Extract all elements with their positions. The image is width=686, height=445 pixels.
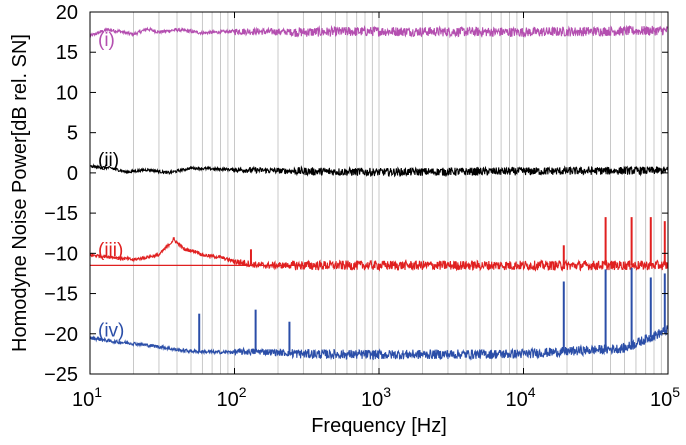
x-tick-labels: 101 102 103 104 105 xyxy=(72,384,680,411)
y-tick-label: −15 xyxy=(44,203,78,225)
series-label: (ii) xyxy=(98,150,119,171)
y-tick-label: −25 xyxy=(44,364,78,386)
x-tick-label: 101 xyxy=(72,384,102,411)
x-axis-label: Frequency [Hz] xyxy=(311,415,447,437)
y-tick-label: 15 xyxy=(56,42,78,64)
x-tick-label: 104 xyxy=(505,384,535,411)
series-label: (i) xyxy=(98,30,115,51)
x-tick-label: 103 xyxy=(361,384,391,411)
x-tick-label: 102 xyxy=(216,384,246,411)
y-tick-label: −10 xyxy=(44,243,78,265)
y-axis-label: Homodyne Noise Power[dB rel. SN] xyxy=(9,34,31,352)
series-layer xyxy=(89,24,669,361)
series-line xyxy=(89,325,669,361)
series-line xyxy=(89,163,669,178)
y-tick-label: 20 xyxy=(56,2,78,24)
series-line xyxy=(89,237,669,272)
y-tick-label: 0 xyxy=(67,163,78,185)
series-labels: (i) (ii) (iii) (iv) xyxy=(98,30,124,341)
y-tick-label: −20 xyxy=(44,324,78,346)
grid xyxy=(89,12,662,374)
series-label: (iii) xyxy=(98,240,123,261)
y-tick-labels: 20 15 10 5 0 −15 −10 −15 −20 −25 xyxy=(44,2,78,386)
series-label: (iv) xyxy=(98,321,124,342)
axis-ticks xyxy=(89,11,669,375)
y-tick-label: 10 xyxy=(56,82,78,104)
series-line xyxy=(89,24,669,39)
y-tick-label: 5 xyxy=(67,123,78,145)
y-tick-label: −15 xyxy=(44,284,78,306)
x-tick-label: 105 xyxy=(650,384,680,411)
